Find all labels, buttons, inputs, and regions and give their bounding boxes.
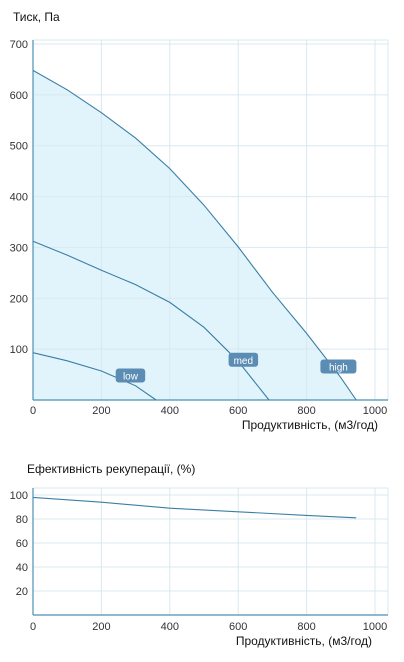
pressure-ytick-label: 400: [10, 192, 28, 204]
series-label-badge-high: [320, 359, 357, 374]
pressure-ytick-label: 200: [10, 293, 28, 305]
efficiency-ytick-label: 40: [16, 562, 28, 574]
pressure-curve-low: [32, 352, 157, 401]
pressure-y-axis-title: Тиск, Па: [13, 10, 60, 24]
pressure-curve-high: [32, 69, 357, 401]
efficiency-xtick-label: 0: [30, 621, 36, 633]
efficiency-xtick-label: 600: [229, 621, 247, 633]
pressure-ytick-label: 500: [10, 141, 28, 153]
pressure-ytick-label: 600: [10, 90, 28, 102]
efficiency-ytick-label: 100: [10, 490, 28, 502]
efficiency-xtick-label: 800: [297, 621, 315, 633]
efficiency-chart-title: Ефективність рекуперації, (%): [27, 462, 195, 476]
pressure-ytick-label: 300: [10, 242, 28, 254]
pressure-ytick-label: 100: [10, 344, 28, 356]
series-label-high: high: [329, 363, 348, 374]
series-label-med: med: [234, 356, 253, 367]
pressure-xtick-label: 200: [92, 405, 110, 417]
pressure-x-axis-title: Продуктивність, (м3/год): [242, 418, 378, 432]
efficiency-ytick-label: 80: [16, 514, 28, 526]
pressure-xtick-label: 800: [297, 405, 315, 417]
pressure-area-fill: [33, 70, 357, 401]
efficiency-ytick-label: 60: [16, 538, 28, 550]
pressure-ytick-label: 700: [10, 39, 28, 51]
efficiency-xtick-label: 400: [161, 621, 179, 633]
pressure-xtick-label: 600: [229, 405, 247, 417]
efficiency-xtick-label: 1000: [363, 621, 387, 633]
series-label-badge-med: [228, 352, 259, 367]
efficiency-ytick-label: 20: [16, 586, 28, 598]
pressure-xtick-label: 0: [30, 405, 36, 417]
efficiency-xtick-label: 200: [92, 621, 110, 633]
pressure-xtick-label: 1000: [363, 405, 387, 417]
efficiency-curve: [32, 496, 357, 519]
series-label-low: low: [123, 372, 139, 383]
pressure-xtick-label: 400: [161, 405, 179, 417]
series-label-badge-low: [115, 368, 146, 383]
efficiency-x-axis-title: Продуктивність, (м3/год): [236, 634, 372, 648]
